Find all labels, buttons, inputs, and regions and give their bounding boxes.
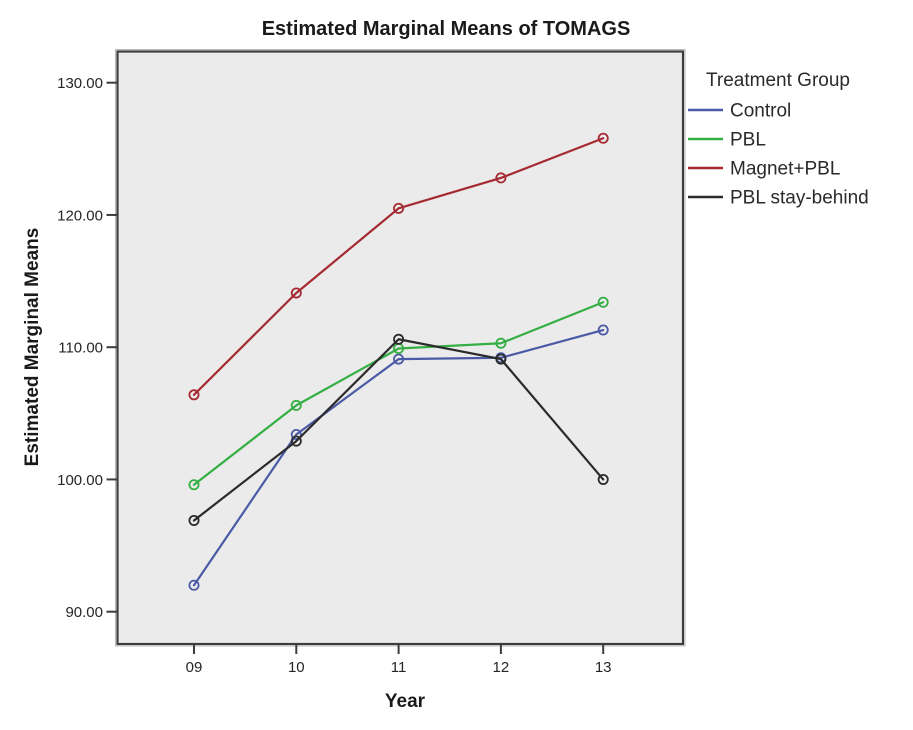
- series-magnet-pbl: [188, 132, 609, 401]
- data-point-marker: [188, 579, 200, 591]
- x-tick-label: 13: [595, 659, 612, 676]
- legend-item-label: Magnet+PBL: [730, 159, 840, 180]
- x-axis-title: Year: [385, 691, 426, 712]
- y-tick-label: 130.00: [57, 75, 103, 92]
- x-tick-label: 11: [391, 659, 407, 676]
- y-axis-ticks: 90.00 100.00 110.00 120.00 130.00: [57, 75, 118, 621]
- data-point-marker: [597, 473, 609, 485]
- data-point-marker: [597, 324, 609, 336]
- data-point-marker: [495, 172, 507, 184]
- data-point-marker: [495, 353, 507, 365]
- x-tick-label: 10: [288, 659, 305, 676]
- legend-item-label: Control: [730, 101, 791, 122]
- series-pbl: [188, 296, 609, 491]
- y-tick-label: 120.00: [57, 207, 103, 224]
- y-axis-title: Estimated Marginal Means: [22, 228, 43, 467]
- data-point-marker: [597, 296, 609, 308]
- data-point-marker: [290, 428, 302, 440]
- legend-item-control: Control: [688, 101, 791, 122]
- data-point-marker: [290, 435, 302, 447]
- series-pbl-stay-behind: [188, 333, 609, 526]
- data-point-marker: [290, 287, 302, 299]
- data-point-marker: [495, 337, 507, 349]
- series-layer: [188, 132, 609, 591]
- data-point-marker: [597, 132, 609, 144]
- legend-item-label: PBL: [730, 130, 766, 151]
- x-tick-label: 09: [186, 659, 203, 676]
- y-tick-label: 100.00: [57, 472, 103, 489]
- chart-title: Estimated Marginal Means of TOMAGS: [262, 18, 631, 40]
- series-line: [192, 137, 605, 396]
- data-point-marker: [393, 202, 405, 214]
- legend-item-pbl-stay-behind: PBL stay-behind: [688, 188, 869, 209]
- series-line: [192, 301, 605, 486]
- y-tick-label: 90.00: [65, 604, 103, 621]
- data-point-marker: [393, 333, 405, 345]
- legend-items: Control PBL Magnet+PBL PBL stay-behind: [688, 101, 869, 209]
- data-point-marker: [188, 389, 200, 401]
- legend-title: Treatment Group: [706, 70, 850, 91]
- data-point-marker: [290, 399, 302, 411]
- data-point-marker: [188, 514, 200, 526]
- y-tick-label: 110.00: [58, 340, 103, 357]
- x-axis-ticks: 09 10 11 12 13: [186, 644, 612, 676]
- series-line: [192, 338, 605, 522]
- series-line: [192, 328, 605, 587]
- legend-item-pbl: PBL: [688, 130, 766, 151]
- legend: Treatment Group Control PBL Magnet+PBL PBL …: [688, 70, 869, 209]
- data-point-marker: [188, 479, 200, 491]
- data-point-marker: [393, 353, 405, 365]
- x-tick-label: 12: [493, 659, 510, 676]
- legend-item-label: PBL stay-behind: [730, 188, 869, 209]
- legend-item-magnet-pbl: Magnet+PBL: [688, 159, 840, 180]
